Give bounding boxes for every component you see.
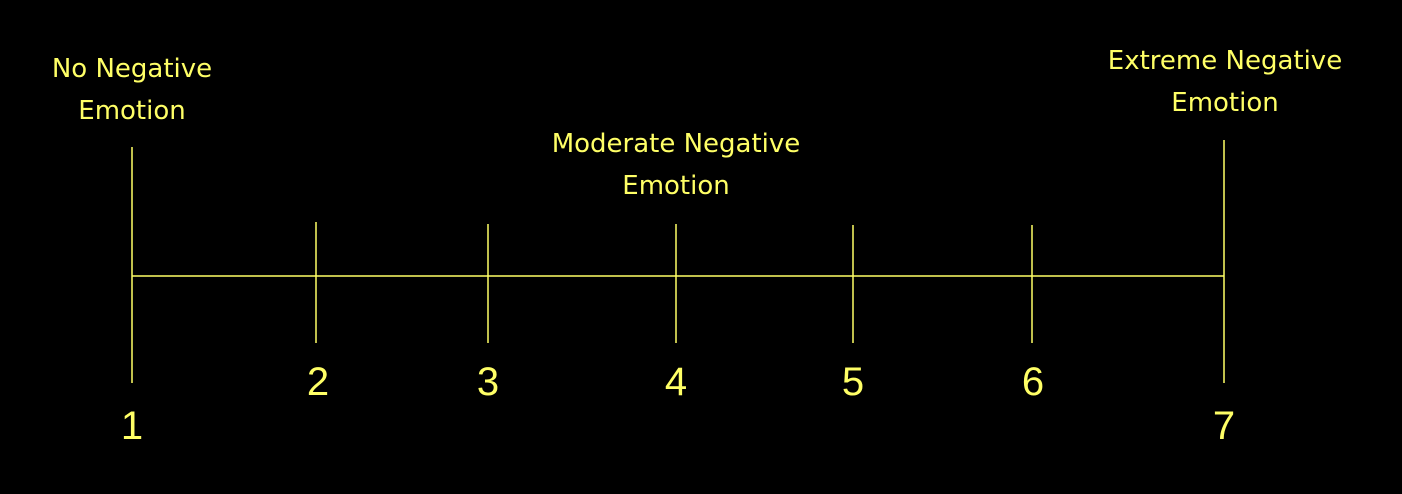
label-extreme-negative-emotion: Extreme Negative Emotion bbox=[1084, 40, 1366, 124]
label-mid-line2: Emotion bbox=[622, 171, 730, 201]
label-low-line1: No Negative bbox=[51, 54, 213, 84]
scale-value-6: 6 bbox=[1021, 360, 1045, 404]
label-high-line1: Extreme Negative bbox=[1107, 46, 1343, 76]
scale-value-1: 1 bbox=[120, 404, 144, 448]
scale-value-2: 2 bbox=[306, 360, 330, 404]
label-low-line2: Emotion bbox=[78, 96, 186, 126]
label-mid-line1: Moderate Negative bbox=[551, 129, 801, 159]
label-moderate-negative-emotion: Moderate Negative Emotion bbox=[516, 123, 836, 207]
scale-value-5: 5 bbox=[841, 360, 865, 404]
label-high-line2: Emotion bbox=[1171, 88, 1279, 118]
label-no-negative-emotion: No Negative Emotion bbox=[32, 48, 232, 132]
scale-value-3: 3 bbox=[476, 360, 500, 404]
scale-value-4: 4 bbox=[664, 360, 688, 404]
scale-value-7: 7 bbox=[1212, 404, 1236, 448]
